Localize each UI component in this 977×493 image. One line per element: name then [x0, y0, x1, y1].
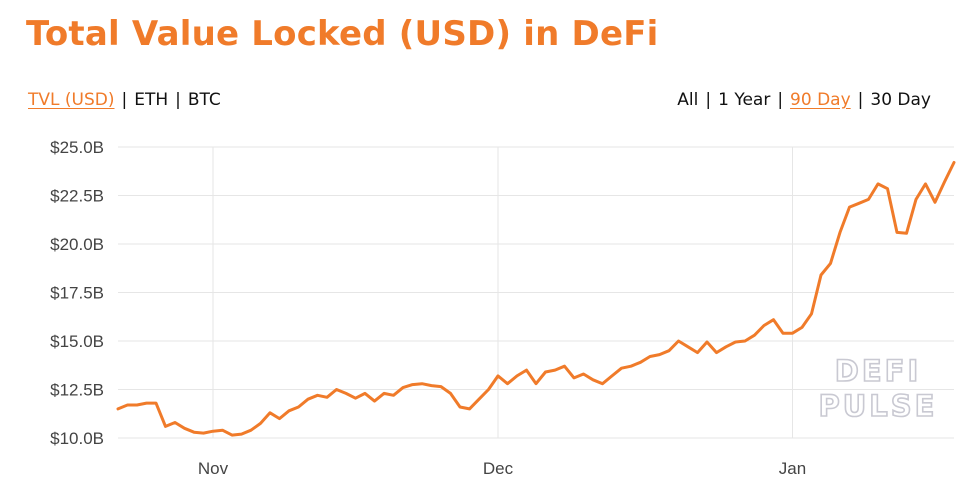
x-tick-label: Nov: [198, 459, 229, 478]
y-tick-label: $17.5B: [50, 284, 104, 303]
tab-separator: |: [777, 90, 784, 110]
tab-separator: |: [705, 90, 712, 110]
metric-tabs: TVL (USD) | ETH | BTC: [28, 90, 221, 110]
watermark-line2: PULSE: [819, 389, 938, 423]
line-layer: [116, 161, 956, 437]
y-tick-label: $15.0B: [50, 332, 104, 351]
tab-90-day[interactable]: 90 Day: [790, 90, 851, 110]
y-tick-label: $10.0B: [50, 429, 104, 448]
tab-30-day[interactable]: 30 Day: [870, 90, 931, 110]
tab-eth[interactable]: ETH: [134, 90, 169, 110]
tab-1-year[interactable]: 1 Year: [718, 90, 771, 110]
range-tabs: All | 1 Year | 90 Day | 30 Day: [677, 90, 931, 110]
tab-separator: |: [857, 90, 864, 110]
tab-btc[interactable]: BTC: [187, 90, 221, 110]
tab-all[interactable]: All: [677, 90, 699, 110]
tab-tvl-usd[interactable]: TVL (USD): [28, 90, 115, 110]
label-layer: $10.0B $12.5B $15.0B $17.5B $20.0B $22.5B $25.…: [50, 138, 806, 478]
tab-separator: |: [175, 90, 181, 110]
watermark-line1: DEFI: [835, 354, 921, 388]
x-tick-label: Jan: [779, 459, 806, 478]
y-tick-label: $22.5B: [50, 187, 104, 206]
x-tick-label: Dec: [483, 459, 514, 478]
y-tick-label: $12.5B: [50, 381, 104, 400]
tab-separator: |: [121, 90, 128, 110]
defi-pulse-watermark: DEFI PULSE: [818, 353, 938, 424]
y-tick-label: $20.0B: [50, 235, 104, 254]
y-tick-label: $25.0B: [50, 138, 104, 157]
grid-layer: [118, 146, 954, 439]
page-title: Total Value Locked (USD) in DeFi: [26, 14, 659, 54]
